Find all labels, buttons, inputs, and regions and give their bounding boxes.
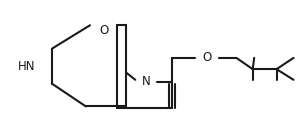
Text: O: O	[202, 51, 212, 64]
Text: HN: HN	[18, 60, 35, 73]
Text: N: N	[142, 75, 150, 88]
Text: O: O	[99, 24, 108, 37]
